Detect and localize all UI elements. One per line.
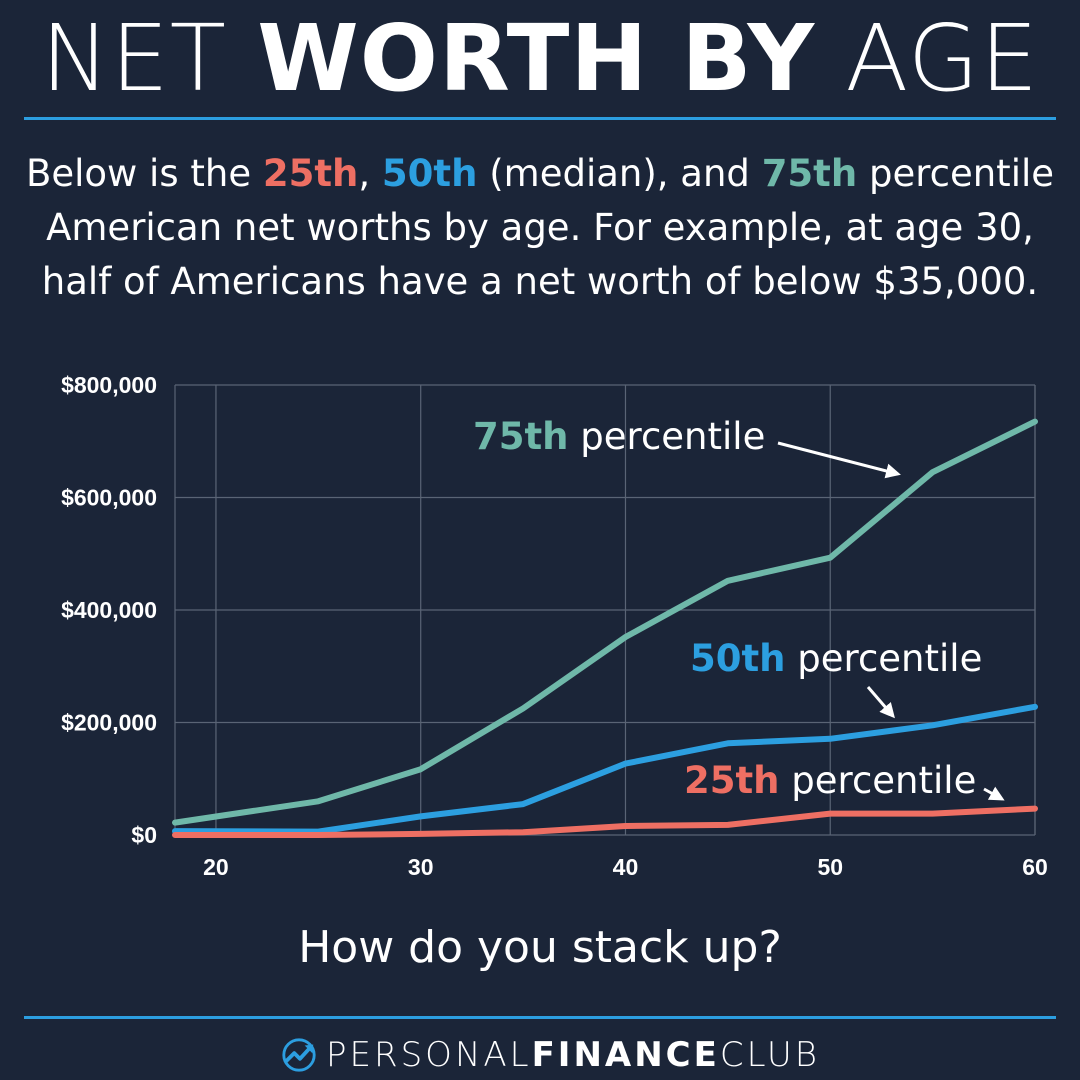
- intro-text: Below is the 25th, 50th (median), and 75…: [10, 147, 1070, 309]
- intro-50th-label: 50th: [381, 152, 478, 195]
- x-tick-label: 50: [817, 854, 843, 880]
- series-label-arrow: [777, 441, 901, 479]
- intro-text-a: Below is the: [25, 152, 263, 195]
- x-tick-label: 60: [1022, 854, 1048, 880]
- net-worth-line-chart: $0 $200,000 $400,000 $600,000 $800,000 20 30 40…: [61, 372, 1048, 880]
- bottom-divider: [24, 1016, 1056, 1019]
- series-label-text: percentile: [786, 637, 983, 680]
- chart-axes: $0 $200,000 $400,000 $600,000 $800,000 20 30 40…: [61, 372, 1048, 880]
- intro-25th-label: 25th: [262, 152, 359, 195]
- intro-line-3: half of Americans have a net worth of be…: [41, 260, 1039, 303]
- title-part-age: AGE: [815, 5, 1040, 112]
- intro-text-c: (median), and: [477, 152, 762, 195]
- chart-series: [172, 418, 1038, 838]
- brand-personal: PERSONAL: [325, 1035, 532, 1075]
- brand-finance: FINANCE: [531, 1035, 720, 1075]
- series-label-arrow: [866, 686, 895, 719]
- series-label-p75: 75th percentile: [473, 415, 765, 458]
- y-tick-label: $600,000: [61, 485, 157, 511]
- series-label-p50: 50th percentile: [690, 637, 982, 680]
- intro-line-1: Below is the 25th, 50th (median), and 75…: [10, 147, 1070, 201]
- y-tick-label: $400,000: [61, 597, 157, 623]
- y-tick-label: $0: [131, 822, 157, 848]
- series-label-number: 50th: [690, 637, 786, 680]
- title-part-net: NET: [40, 5, 258, 112]
- trend-arrow-circle-icon: [282, 1038, 316, 1072]
- closing-question: How do you stack up?: [298, 922, 782, 973]
- title-part-worth-by: WORTH BY: [257, 5, 816, 112]
- intro-text-b: ,: [358, 152, 382, 195]
- series-line-p75: [172, 418, 1038, 826]
- x-tick-label: 40: [613, 854, 639, 880]
- series-label-number: 25th: [684, 759, 780, 802]
- series-line-p25: [172, 805, 1038, 838]
- page-title: NET WORTH BY AGE: [0, 4, 1080, 114]
- top-divider: [24, 117, 1056, 120]
- series-label-text: percentile: [569, 415, 766, 458]
- y-tick-label: $800,000: [61, 372, 157, 398]
- intro-75th-label: 75th: [761, 152, 858, 195]
- series-label-number: 75th: [473, 415, 569, 458]
- y-tick-label: $200,000: [61, 710, 157, 736]
- series-line-p50: [172, 703, 1038, 835]
- brand-footer: PERSONAL FINANCE CLUB: [200, 1030, 900, 1080]
- x-tick-label: 30: [408, 854, 434, 880]
- x-tick-label: 20: [203, 854, 229, 880]
- brand-club: CLUB: [719, 1035, 820, 1075]
- intro-line-2: American net worths by age. For example,…: [46, 206, 1034, 249]
- series-label-arrow: [983, 786, 1005, 801]
- intro-text-d: percentile: [857, 152, 1055, 195]
- series-label-text: percentile: [780, 759, 977, 802]
- series-label-p25: 25th percentile: [684, 759, 976, 802]
